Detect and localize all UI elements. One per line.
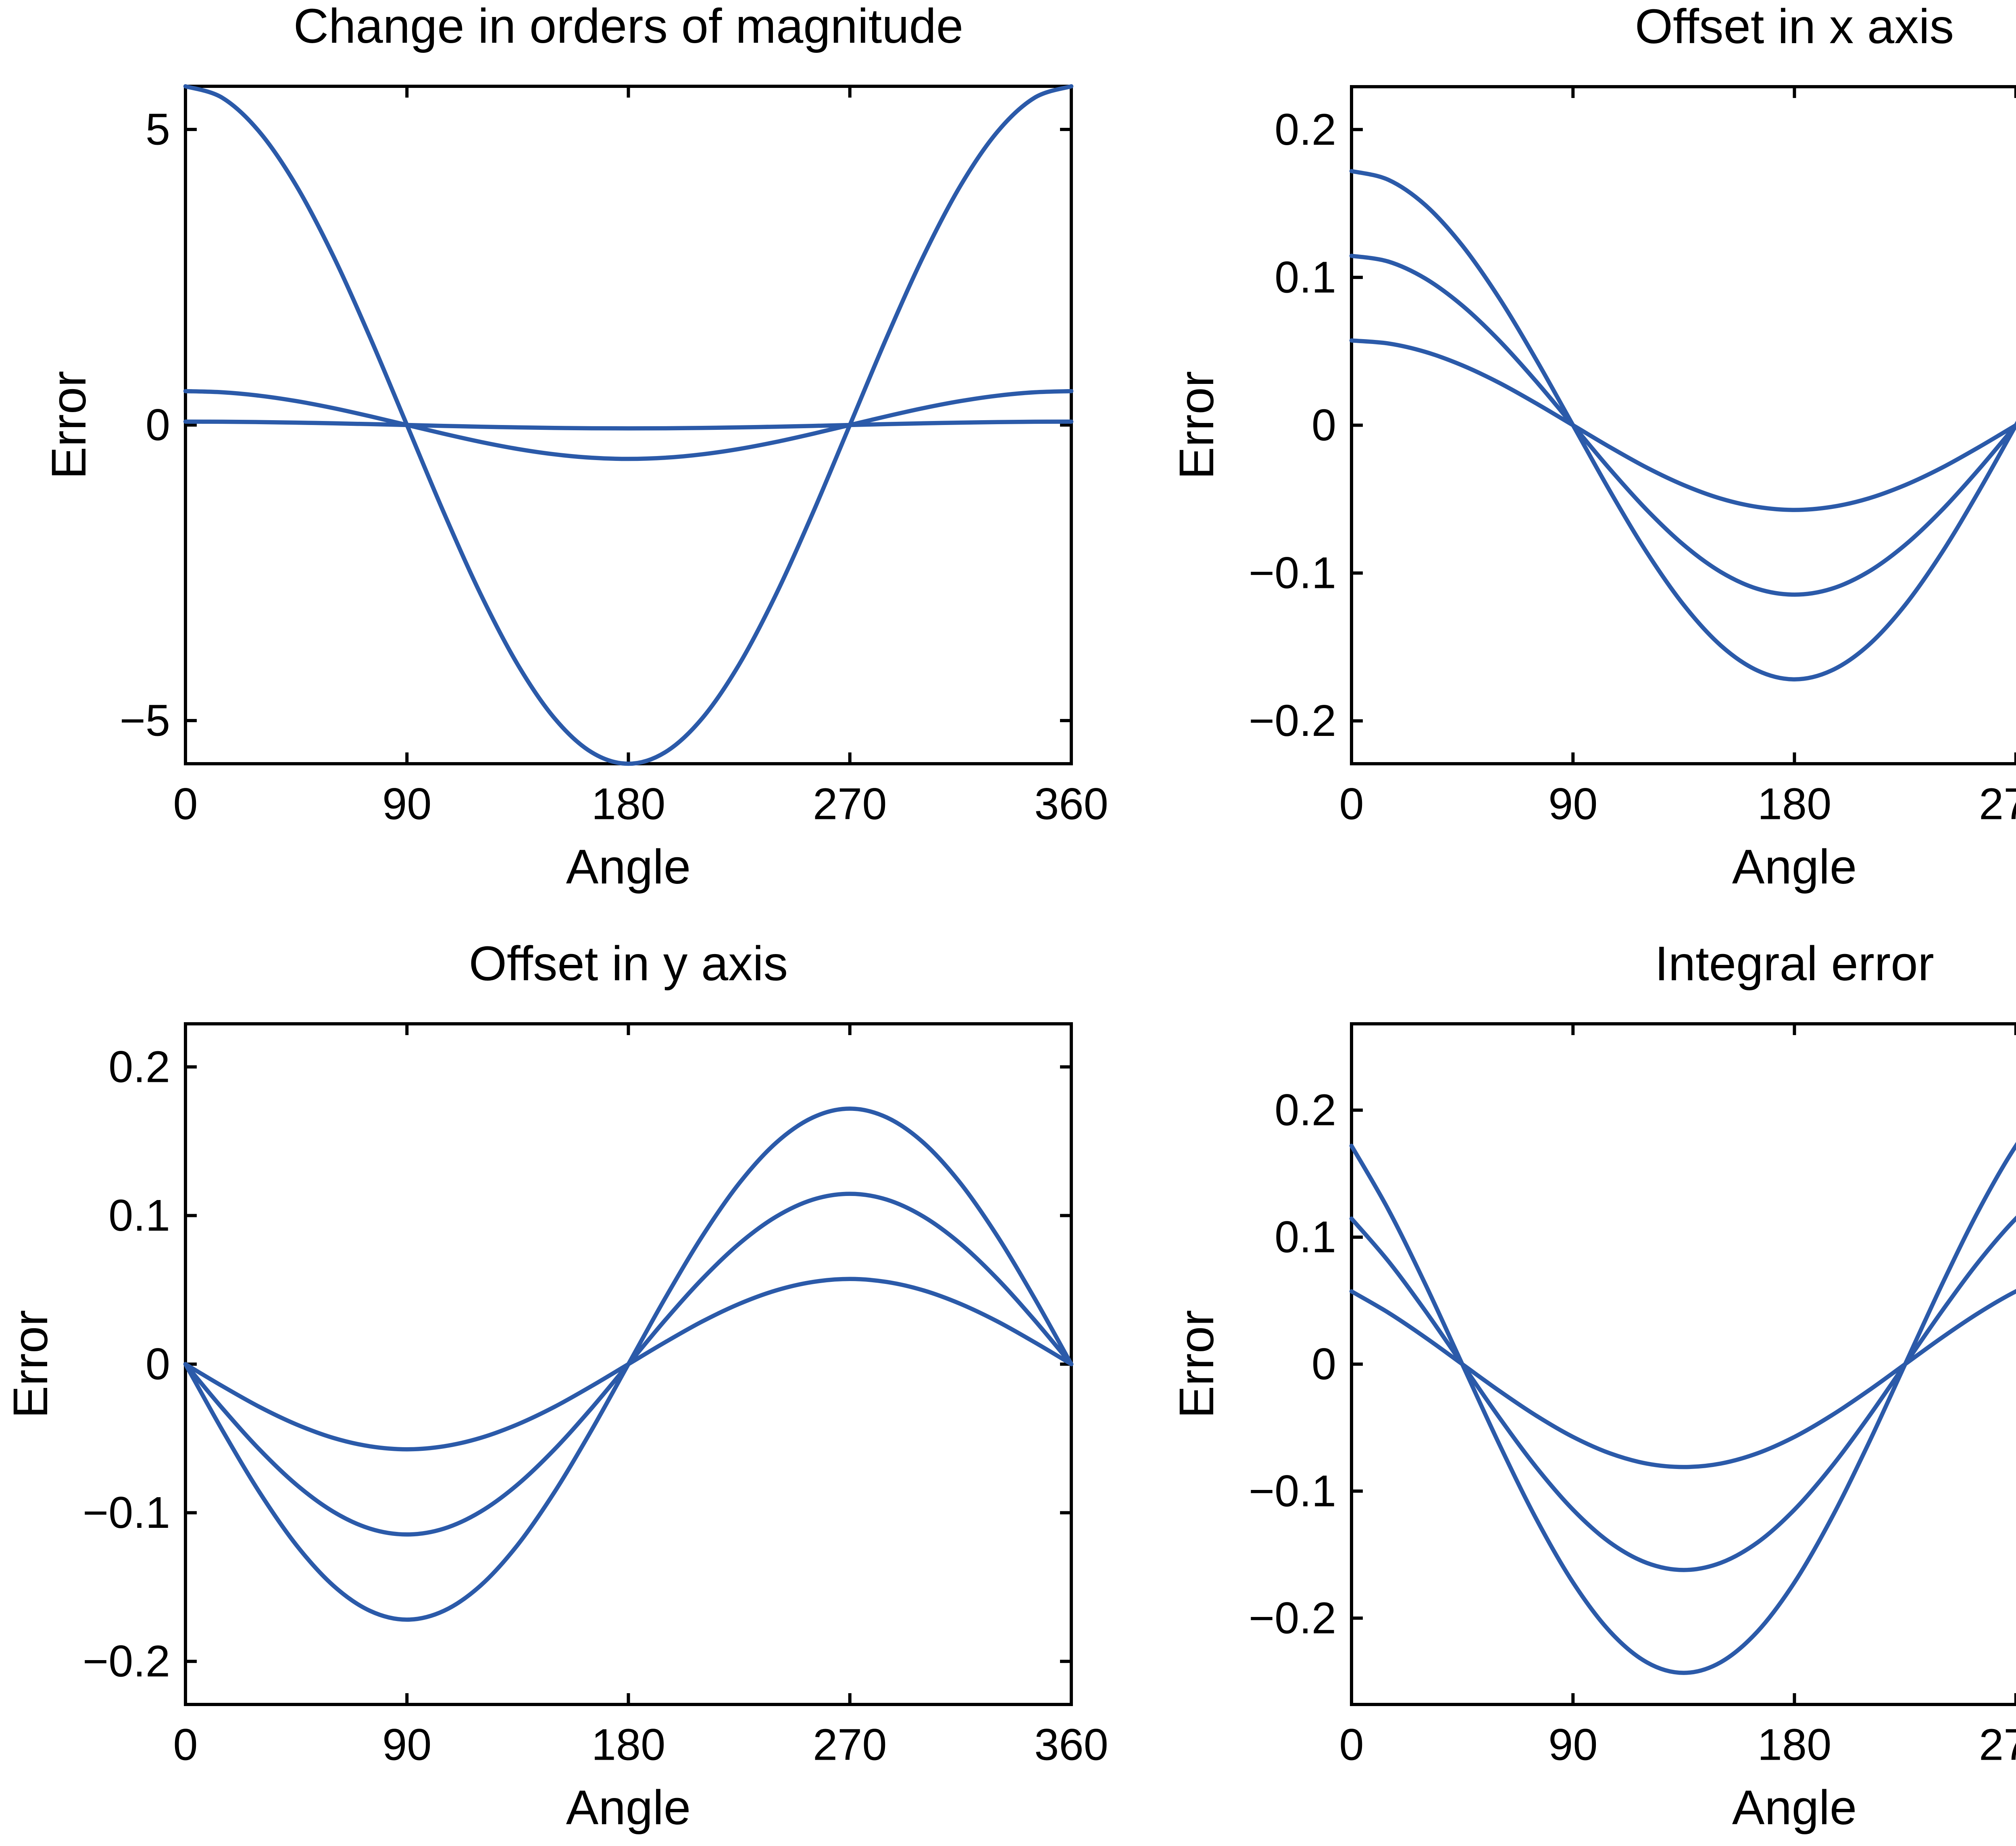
x-tick-label: 90 (1548, 1720, 1597, 1770)
y-tick-label: 0 (146, 400, 170, 450)
x-tick-label: 180 (1758, 1720, 1832, 1770)
x-tick-label: 0 (1339, 1720, 1364, 1770)
x-tick-label: 360 (1034, 1720, 1108, 1770)
y-tick-label: 0.2 (1275, 105, 1336, 154)
subplot-3-ylabel: Error (3, 1310, 58, 1419)
subplot-2-xlabel: Angle (1732, 839, 1857, 894)
y-tick-label: 5 (146, 105, 170, 154)
subplot-offset-in-y-axis: Offset in y axis Angle Error 0 90 180 270 36… (3, 936, 1108, 1835)
subplot-1-plot-area: 0 90 180 270 360−505 (120, 84, 1108, 829)
subplot-offset-in-x-axis: Offset in x axis Angle Error 09018027036… (1169, 0, 2016, 894)
subplot-3-title: Offset in y axis (469, 936, 788, 991)
y-tick-label: 0 (146, 1340, 170, 1389)
subplot-4-title: Integral error (1655, 936, 1934, 991)
y-tick-label: 0.1 (1275, 1213, 1336, 1262)
y-tick-label: −0.1 (1249, 1466, 1336, 1516)
subplot-3-xlabel: Angle (566, 1780, 691, 1835)
x-tick-label: 180 (591, 1720, 666, 1770)
subplot-1-title: Change in orders of magnitude (294, 0, 963, 53)
x-tick-label: 90 (382, 1720, 431, 1770)
y-tick-label: −5 (120, 696, 170, 745)
subplot-4-xlabel: Angle (1732, 1780, 1857, 1835)
y-tick-label: 0 (1312, 400, 1336, 450)
error-curve-2 (1349, 1215, 2016, 1572)
x-tick-label: 0 (173, 779, 198, 829)
error-curve-2 (183, 389, 1074, 461)
y-tick-label: −0.2 (1249, 1593, 1336, 1643)
subplot-2-title: Offset in x axis (1635, 0, 1954, 54)
x-tick-label: 90 (382, 779, 431, 829)
subplot-1-xlabel: Angle (566, 839, 691, 894)
error-curve-3 (1349, 1289, 2016, 1469)
x-tick-label: 270 (1979, 1720, 2016, 1770)
y-tick-label: −0.2 (83, 1637, 170, 1686)
y-tick-label: −0.1 (83, 1488, 170, 1538)
subplot-1-ylabel: Error (41, 371, 96, 479)
x-tick-label: 360 (1034, 779, 1108, 829)
y-tick-label: 0 (1312, 1340, 1336, 1389)
error-curve-3 (183, 419, 1074, 431)
x-tick-label: 0 (173, 1720, 198, 1770)
subplot-3-plot-area: 0 90 180 270 360 −0.2 −0.1 0 0.1 0.2 (83, 1022, 1108, 1770)
x-tick-label: 0 (1339, 779, 1364, 829)
axis-box (1350, 85, 2016, 765)
x-tick-label: 180 (591, 779, 666, 829)
y-tick-label: 0.2 (1275, 1086, 1336, 1135)
error-curve-3 (1349, 338, 2016, 512)
y-tick-label: 0.1 (108, 1191, 170, 1240)
y-tick-label: 0.2 (108, 1042, 170, 1092)
x-tick-label: 90 (1548, 779, 1597, 829)
subplot-2-ylabel: Error (1169, 371, 1224, 479)
x-tick-label: 180 (1758, 779, 1832, 829)
x-tick-label: 270 (1979, 779, 2016, 829)
y-tick-label: −0.2 (1249, 696, 1336, 746)
x-tick-label: 270 (813, 1720, 887, 1770)
y-tick-label: −0.1 (1249, 548, 1336, 598)
error-curve-1 (1349, 169, 2016, 681)
subplot-integral-error: Integral error Angle Error 090180270360−… (1169, 936, 2016, 1835)
error-curve-2 (1349, 254, 2016, 597)
subplot-change-in-orders-of-magnitude: Change in orders of magnitude Angle Erro… (41, 0, 1108, 894)
axis-box (1350, 1022, 2016, 1706)
subplot-4-ylabel: Error (1169, 1310, 1224, 1419)
error-curve-1 (1349, 1142, 2016, 1675)
error-curve-3 (183, 1277, 1074, 1452)
error-curve-1 (183, 84, 1074, 766)
y-tick-label: 0.1 (1275, 252, 1336, 302)
x-tick-label: 270 (813, 779, 887, 829)
